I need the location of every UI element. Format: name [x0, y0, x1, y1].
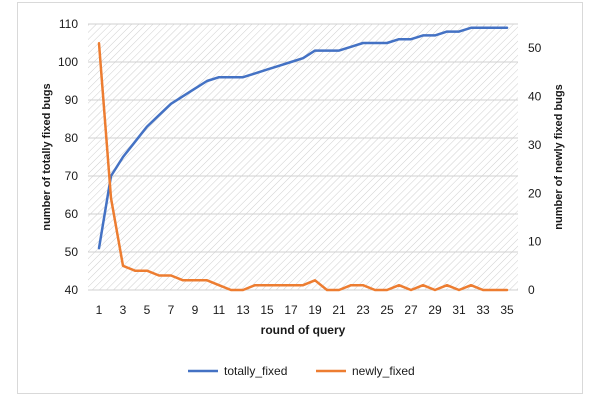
- x-tick-label: 9: [192, 303, 199, 317]
- x-tick-label: 31: [452, 303, 466, 317]
- right-axis-label: number of newly fixed bugs: [553, 84, 565, 229]
- x-tick-label: 19: [308, 303, 322, 317]
- x-tick-label: 23: [356, 303, 370, 317]
- x-tick-label: 29: [428, 303, 442, 317]
- x-tick-label: 35: [500, 303, 514, 317]
- x-tick-label: 11: [213, 303, 226, 317]
- x-tick-label: 13: [236, 303, 250, 317]
- series-lines: [97, 26, 509, 292]
- gridlines: [88, 23, 518, 291]
- left-tick-label: 110: [59, 17, 78, 31]
- right-axis-ticks: 0 10 20 30 40 50: [528, 41, 542, 297]
- left-axis-label: number of totally fixed bugs: [41, 83, 53, 230]
- x-tick-label: 3: [120, 303, 127, 317]
- left-tick-label: 40: [65, 283, 79, 297]
- series-line-totally-fixed: [97, 26, 509, 250]
- right-tick-label: 10: [528, 235, 542, 249]
- left-tick-label: 80: [65, 131, 79, 145]
- right-tick-label: 50: [528, 41, 542, 55]
- legend-label-totally-fixed: totally_fixed: [224, 364, 287, 378]
- left-axis-ticks: 40 50 60 70 80 90 100 110: [58, 17, 78, 297]
- left-tick-label: 50: [65, 245, 79, 259]
- x-tick-label: 25: [380, 303, 394, 317]
- right-tick-label: 30: [528, 138, 542, 152]
- right-tick-label: 20: [528, 186, 542, 200]
- left-tick-label: 90: [65, 93, 79, 107]
- left-tick-label: 100: [58, 55, 78, 69]
- x-tick-label: 27: [404, 303, 418, 317]
- right-tick-label: 0: [528, 283, 535, 297]
- plot-area-background: [88, 24, 518, 290]
- x-tick-label: 33: [476, 303, 490, 317]
- x-tick-label: 1: [96, 303, 103, 317]
- x-tick-label: 15: [260, 303, 274, 317]
- left-tick-label: 60: [65, 207, 79, 221]
- x-tick-label: 7: [168, 303, 175, 317]
- legend: totally_fixed newly_fixed: [188, 364, 415, 378]
- x-tick-label: 17: [284, 303, 298, 317]
- x-tick-label: 21: [332, 303, 346, 317]
- legend-label-newly-fixed: newly_fixed: [352, 364, 415, 378]
- left-tick-label: 70: [65, 169, 79, 183]
- series-line-newly-fixed: [97, 42, 509, 292]
- right-tick-label: 40: [528, 90, 542, 104]
- x-tick-label: 5: [144, 303, 151, 317]
- x-axis-label: round of query: [261, 323, 346, 337]
- x-axis-ticks: 1 3 5 7 9 11 13 15 17 19 21 23 25 27 29 31 33 35: [96, 303, 514, 317]
